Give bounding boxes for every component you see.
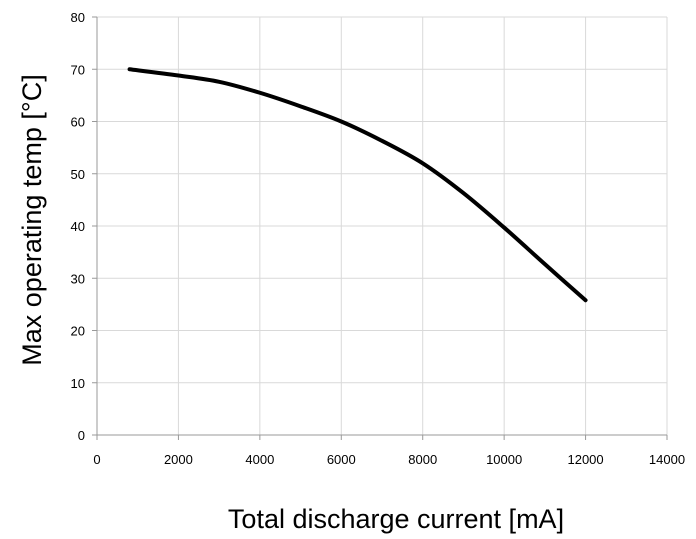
x-tick-label: 12000 bbox=[567, 452, 603, 467]
axes bbox=[92, 16, 668, 440]
x-tick-label: 6000 bbox=[327, 452, 356, 467]
y-tick-label: 0 bbox=[78, 428, 85, 443]
y-tick-label: 20 bbox=[71, 324, 85, 339]
y-tick-label: 80 bbox=[71, 10, 85, 25]
x-axis-title: Total discharge current [mA] bbox=[228, 504, 564, 534]
y-tick-label: 60 bbox=[71, 115, 85, 130]
x-tick-label: 4000 bbox=[245, 452, 274, 467]
tick-labels: 0 10 20 30 40 50 60 70 80 0 2000 4000 6000 8000 10000 1… bbox=[71, 10, 686, 467]
y-tick-label: 70 bbox=[71, 62, 85, 77]
x-tick-label: 2000 bbox=[164, 452, 193, 467]
x-tick-label: 10000 bbox=[486, 452, 522, 467]
grid bbox=[97, 16, 668, 435]
y-axis-title: Max operating temp [°C] bbox=[17, 74, 47, 365]
x-tick-label: 0 bbox=[93, 452, 100, 467]
y-tick-label: 30 bbox=[71, 271, 85, 286]
y-tick-label: 10 bbox=[71, 376, 85, 391]
series-layer bbox=[127, 67, 588, 303]
x-tick-label: 14000 bbox=[649, 452, 685, 467]
x-tick-label: 8000 bbox=[408, 452, 437, 467]
y-tick-label: 40 bbox=[71, 219, 85, 234]
series-line bbox=[127, 67, 588, 303]
y-tick-label: 50 bbox=[71, 167, 85, 182]
